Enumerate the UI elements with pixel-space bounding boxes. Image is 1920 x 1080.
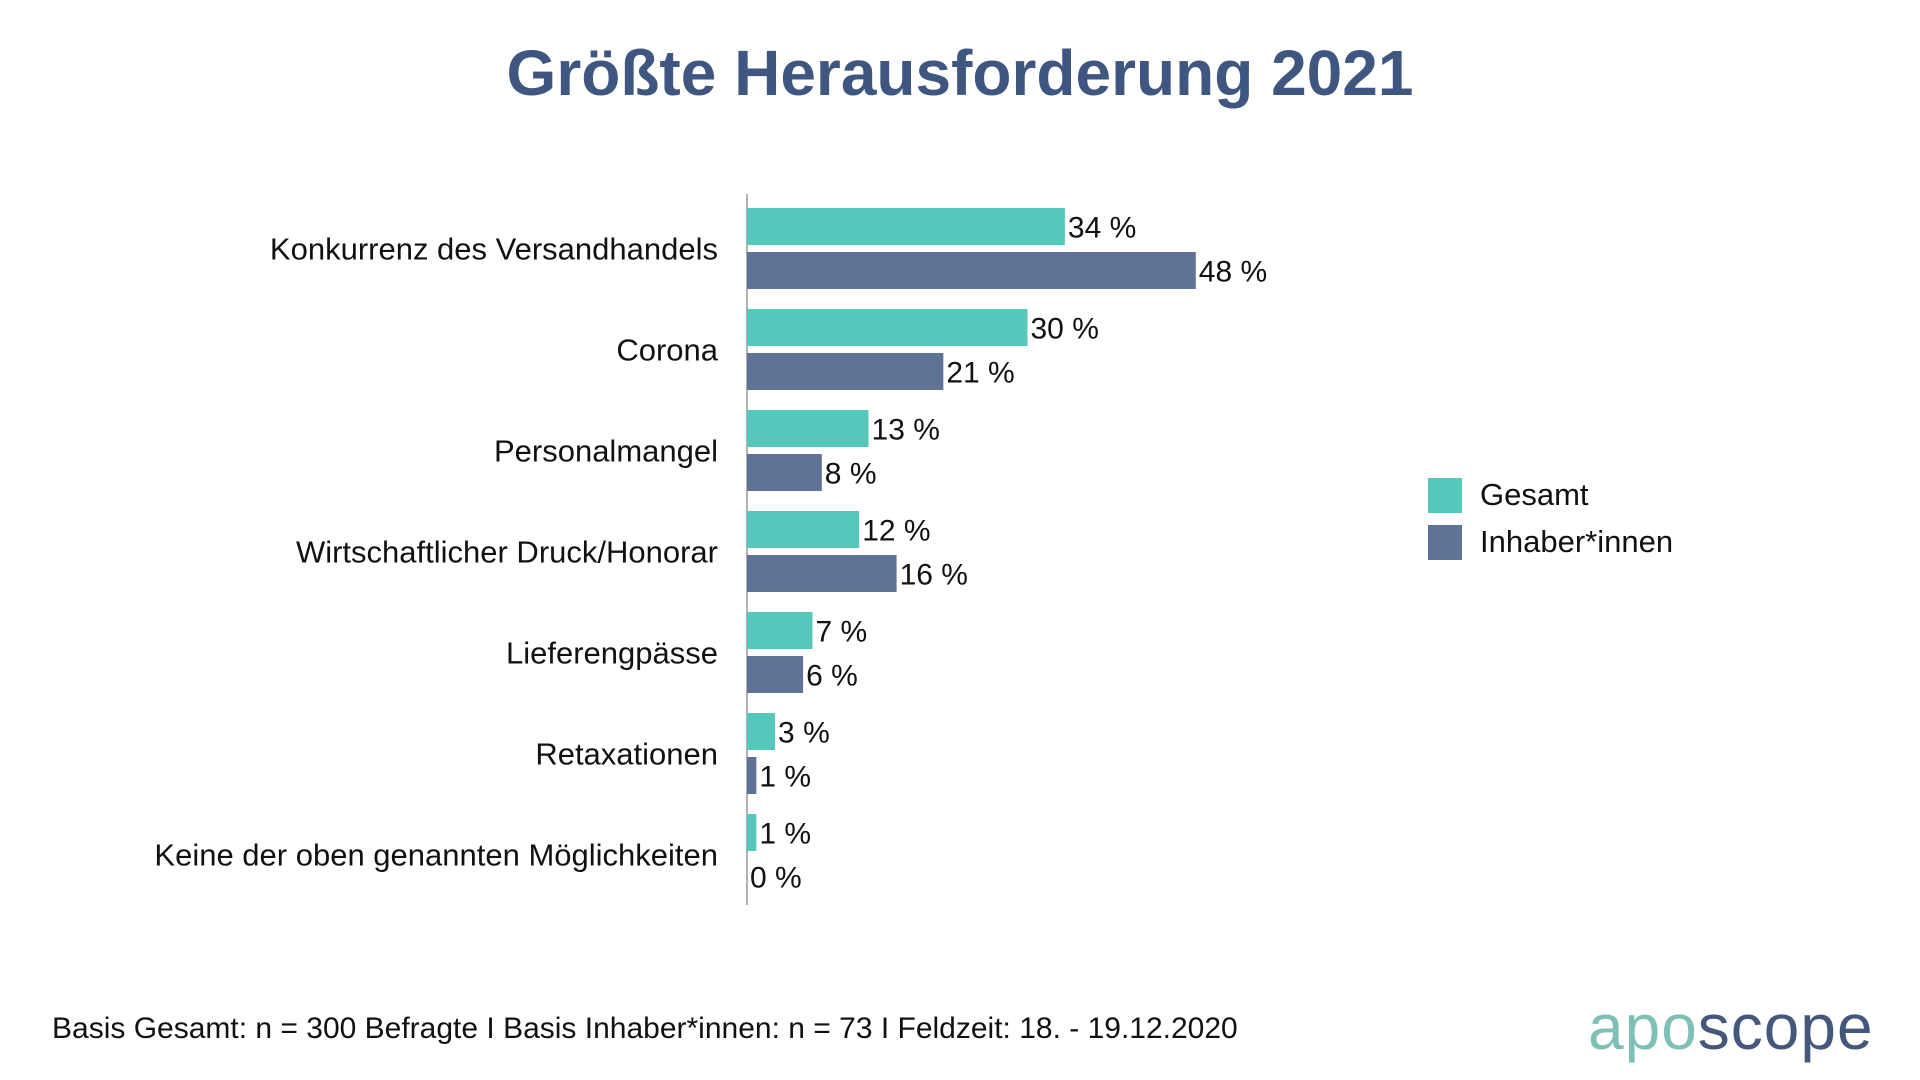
legend-swatch-inhaber xyxy=(1428,524,1462,560)
category-label: Lieferengpässe xyxy=(506,636,718,671)
footer-note: Basis Gesamt: n = 300 Befragte I Basis I… xyxy=(52,1012,1238,1045)
bar-inhaber xyxy=(747,757,757,794)
category-label: Corona xyxy=(616,333,718,368)
data-label: 6 % xyxy=(806,660,858,693)
data-label: 8 % xyxy=(825,458,877,491)
chart-title: Größte Herausforderung 2021 xyxy=(506,37,1414,109)
category-label: Personalmangel xyxy=(494,434,718,469)
data-label: 30 % xyxy=(1031,313,1099,346)
bar-gesamt xyxy=(747,612,813,649)
legend-label: Gesamt xyxy=(1480,477,1589,512)
category-label: Keine der oben genannten Möglichkeiten xyxy=(154,838,718,873)
data-label: 13 % xyxy=(872,414,940,447)
category-label: Konkurrenz des Versandhandels xyxy=(270,232,718,267)
bar-gesamt xyxy=(747,713,776,750)
bar-inhaber xyxy=(747,656,804,693)
logo-part-apo: apo xyxy=(1588,991,1698,1063)
category-label: Wirtschaftlicher Druck/Honorar xyxy=(296,535,718,570)
legend-item-inhaber: Inhaber*innen xyxy=(1428,524,1673,560)
logo-part-scope: scope xyxy=(1697,991,1874,1063)
data-label: 0 % xyxy=(750,862,802,895)
data-label: 12 % xyxy=(862,515,930,548)
bar-inhaber xyxy=(747,252,1196,289)
legend-item-gesamt: Gesamt xyxy=(1428,477,1589,513)
category-label: Retaxationen xyxy=(535,737,718,772)
data-label: 16 % xyxy=(900,559,968,592)
data-label: 21 % xyxy=(946,357,1014,390)
data-label: 1 % xyxy=(759,818,811,851)
bar-inhaber xyxy=(747,353,944,390)
bar-gesamt xyxy=(747,814,757,851)
data-label: 1 % xyxy=(759,761,811,794)
aposcope-logo: aposcope xyxy=(1588,990,1874,1064)
data-label: 48 % xyxy=(1199,256,1267,289)
bar-gesamt xyxy=(747,208,1065,245)
data-label: 34 % xyxy=(1068,212,1136,245)
data-label: 3 % xyxy=(778,717,830,750)
bar-gesamt xyxy=(747,309,1028,346)
bar-gesamt xyxy=(747,511,860,548)
data-label: 7 % xyxy=(815,616,867,649)
legend-label: Inhaber*innen xyxy=(1480,524,1674,559)
bar-gesamt xyxy=(747,410,869,447)
legend-swatch-gesamt xyxy=(1428,477,1462,513)
bar-inhaber xyxy=(747,454,822,491)
bar-inhaber xyxy=(747,555,897,592)
